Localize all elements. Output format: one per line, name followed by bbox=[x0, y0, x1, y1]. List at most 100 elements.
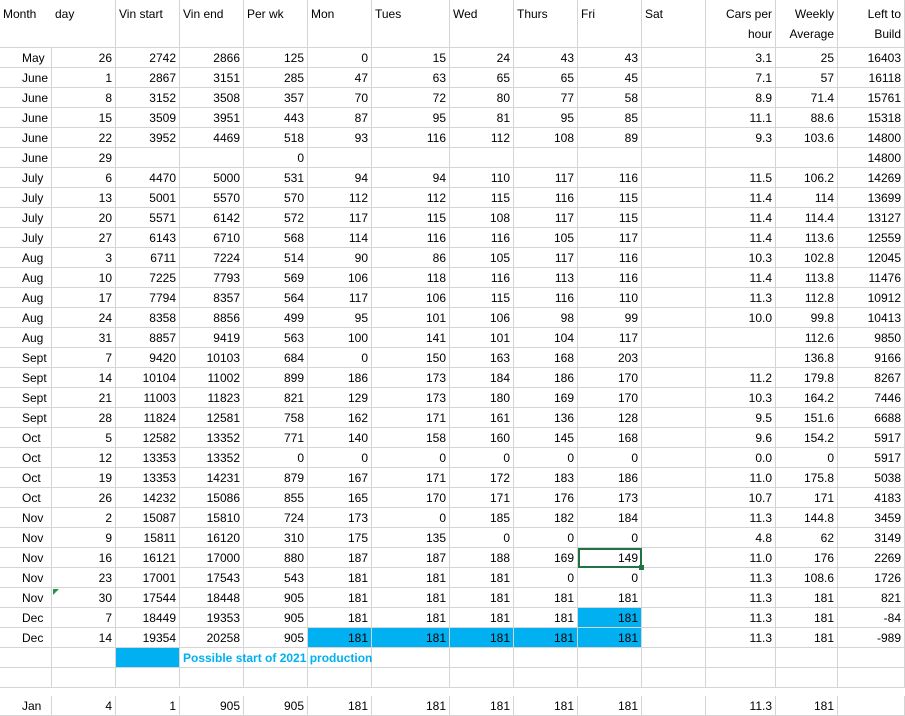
cell-per_wk[interactable]: 0 bbox=[244, 448, 308, 468]
cell-mon[interactable]: 181 bbox=[308, 568, 372, 588]
cell-left[interactable]: 5917 bbox=[838, 428, 905, 448]
cell-vin_end[interactable]: 16120 bbox=[180, 528, 244, 548]
cell-month[interactable]: Sept bbox=[0, 348, 52, 368]
cell-fri[interactable]: 186 bbox=[578, 468, 642, 488]
cell-wed[interactable]: 181 bbox=[450, 588, 514, 608]
cell-per_wk[interactable]: 905 bbox=[244, 588, 308, 608]
empty-cell[interactable] bbox=[514, 648, 578, 668]
cell-wed[interactable]: 163 bbox=[450, 348, 514, 368]
cell-vin_start[interactable]: 10104 bbox=[116, 368, 180, 388]
cell-wavg[interactable]: 181 bbox=[776, 628, 838, 648]
cell-month[interactable]: May bbox=[0, 48, 52, 68]
cell-tues[interactable]: 94 bbox=[372, 168, 450, 188]
empty-cell[interactable] bbox=[642, 648, 706, 668]
cell-tues[interactable]: 63 bbox=[372, 68, 450, 88]
cell-per_wk[interactable]: 518 bbox=[244, 128, 308, 148]
cell-wavg[interactable]: 181 bbox=[776, 696, 838, 716]
cell-month[interactable]: July bbox=[0, 188, 52, 208]
cell-cph[interactable]: 11.0 bbox=[706, 548, 776, 568]
cell-month[interactable]: Nov bbox=[0, 528, 52, 548]
cell-thurs[interactable]: 104 bbox=[514, 328, 578, 348]
cell-vin_end[interactable]: 9419 bbox=[180, 328, 244, 348]
empty-cell[interactable] bbox=[706, 648, 776, 668]
cell-wavg[interactable]: 136.8 bbox=[776, 348, 838, 368]
cell-wavg[interactable]: 71.4 bbox=[776, 88, 838, 108]
cell-wed[interactable]: 181 bbox=[450, 696, 514, 716]
cell-vin_end[interactable]: 3508 bbox=[180, 88, 244, 108]
cell-left[interactable]: 14269 bbox=[838, 168, 905, 188]
cell-vin_start[interactable]: 4470 bbox=[116, 168, 180, 188]
cell-fri[interactable]: 110 bbox=[578, 288, 642, 308]
cell-vin_end[interactable]: 8357 bbox=[180, 288, 244, 308]
cell-tues[interactable]: 135 bbox=[372, 528, 450, 548]
cell-cph[interactable]: 9.3 bbox=[706, 128, 776, 148]
cell-tues[interactable]: 171 bbox=[372, 468, 450, 488]
cell-day[interactable]: 6 bbox=[52, 168, 116, 188]
cell-per_wk[interactable]: 357 bbox=[244, 88, 308, 108]
cell-cph[interactable]: 10.3 bbox=[706, 388, 776, 408]
cell-wed[interactable]: 184 bbox=[450, 368, 514, 388]
cell-vin_end[interactable]: 12581 bbox=[180, 408, 244, 428]
cell-thurs[interactable]: 0 bbox=[514, 528, 578, 548]
cell-mon[interactable]: 114 bbox=[308, 228, 372, 248]
cell-cph[interactable]: 11.3 bbox=[706, 628, 776, 648]
cell-mon[interactable]: 181 bbox=[308, 696, 372, 716]
cell-day[interactable]: 12 bbox=[52, 448, 116, 468]
cell-thurs[interactable]: 181 bbox=[514, 696, 578, 716]
cell-cph[interactable]: 3.1 bbox=[706, 48, 776, 68]
cell-fri[interactable]: 170 bbox=[578, 388, 642, 408]
cell-month[interactable]: Nov bbox=[0, 508, 52, 528]
cell-mon[interactable]: 87 bbox=[308, 108, 372, 128]
cell-fri[interactable]: 115 bbox=[578, 188, 642, 208]
cell-wed[interactable]: 112 bbox=[450, 128, 514, 148]
cell-vin_start[interactable]: 3152 bbox=[116, 88, 180, 108]
cell-left[interactable]: 14800 bbox=[838, 128, 905, 148]
cell-vin_end[interactable]: 15810 bbox=[180, 508, 244, 528]
cell-wed[interactable]: 116 bbox=[450, 228, 514, 248]
cell-cph[interactable]: 11.5 bbox=[706, 168, 776, 188]
cell-tues[interactable]: 95 bbox=[372, 108, 450, 128]
cell-cph[interactable]: 11.4 bbox=[706, 268, 776, 288]
cell-left[interactable]: 12045 bbox=[838, 248, 905, 268]
cell-per_wk[interactable]: 531 bbox=[244, 168, 308, 188]
cell-per_wk[interactable]: 569 bbox=[244, 268, 308, 288]
cell-month[interactable]: July bbox=[0, 168, 52, 188]
cell-tues[interactable]: 116 bbox=[372, 228, 450, 248]
cell-wed[interactable]: 101 bbox=[450, 328, 514, 348]
cell-tues[interactable] bbox=[372, 148, 450, 168]
cell-thurs[interactable]: 43 bbox=[514, 48, 578, 68]
cell-tues[interactable]: 101 bbox=[372, 308, 450, 328]
cell-mon[interactable]: 0 bbox=[308, 448, 372, 468]
cell-left[interactable]: 9850 bbox=[838, 328, 905, 348]
cell-per_wk[interactable]: 499 bbox=[244, 308, 308, 328]
cell-fri[interactable]: 0 bbox=[578, 568, 642, 588]
cell-tues[interactable]: 115 bbox=[372, 208, 450, 228]
cell-wavg[interactable]: 99.8 bbox=[776, 308, 838, 328]
cell-vin_start[interactable]: 12582 bbox=[116, 428, 180, 448]
cell-fri[interactable]: 181 bbox=[578, 608, 642, 628]
cell-per_wk[interactable]: 905 bbox=[244, 696, 308, 716]
cell-thurs[interactable]: 176 bbox=[514, 488, 578, 508]
cell-day[interactable]: 28 bbox=[52, 408, 116, 428]
cell-per_wk[interactable]: 568 bbox=[244, 228, 308, 248]
empty-cell[interactable] bbox=[706, 668, 776, 688]
cell-mon[interactable]: 95 bbox=[308, 308, 372, 328]
cell-thurs[interactable]: 136 bbox=[514, 408, 578, 428]
cell-wed[interactable]: 185 bbox=[450, 508, 514, 528]
cell-sat[interactable] bbox=[642, 68, 706, 88]
cell-sat[interactable] bbox=[642, 368, 706, 388]
cell-per_wk[interactable]: 905 bbox=[244, 628, 308, 648]
cell-vin_start[interactable]: 14232 bbox=[116, 488, 180, 508]
cell-day[interactable]: 20 bbox=[52, 208, 116, 228]
cell-thurs[interactable]: 113 bbox=[514, 268, 578, 288]
cell-sat[interactable] bbox=[642, 188, 706, 208]
cell-tues[interactable]: 171 bbox=[372, 408, 450, 428]
cell-mon[interactable]: 129 bbox=[308, 388, 372, 408]
cell-sat[interactable] bbox=[642, 408, 706, 428]
cell-vin_start[interactable]: 13353 bbox=[116, 448, 180, 468]
cell-vin_start[interactable]: 18449 bbox=[116, 608, 180, 628]
header-thurs[interactable]: Thurs bbox=[514, 0, 578, 48]
header-wed[interactable]: Wed bbox=[450, 0, 514, 48]
cell-mon[interactable]: 162 bbox=[308, 408, 372, 428]
empty-cell[interactable] bbox=[180, 668, 244, 688]
